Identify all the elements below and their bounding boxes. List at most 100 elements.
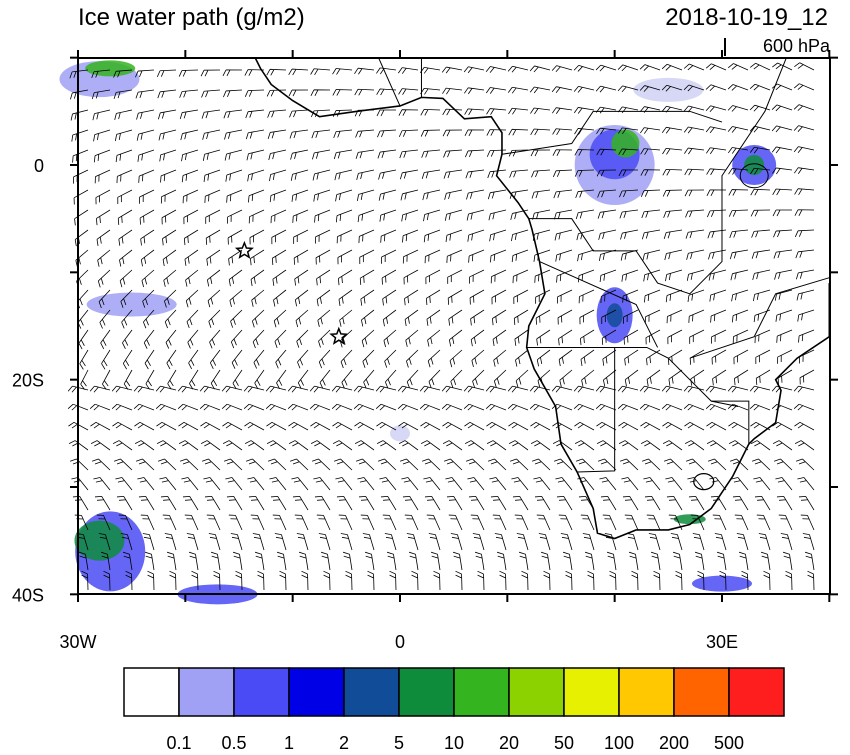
wind-barb [361, 329, 375, 348]
wind-barb [785, 570, 793, 591]
barb-shaft [705, 84, 727, 92]
barb-shaft [317, 309, 331, 327]
barb-shaft [556, 269, 573, 283]
barb-shaft [252, 329, 265, 349]
barb-shaft [191, 570, 199, 591]
barb-shaft [116, 495, 133, 511]
wind-barb [446, 495, 463, 511]
barb-shaft [536, 514, 551, 531]
wind-barb [354, 421, 375, 431]
barb-shaft [775, 477, 793, 491]
wind-barb [222, 440, 243, 451]
barb-shaft [772, 421, 793, 431]
barb-shaft [250, 514, 265, 531]
wind-barb [515, 349, 529, 367]
barb-shaft [101, 349, 111, 370]
barb-shaft [230, 329, 243, 349]
wind-barb [361, 309, 375, 327]
wind-barb [771, 403, 793, 411]
wind-barb [353, 385, 375, 393]
barb-shaft [221, 385, 243, 393]
wind-barb [257, 570, 265, 591]
wind-barb [551, 86, 573, 94]
wind-barb [311, 458, 331, 471]
barb-shaft [320, 551, 331, 571]
wind-barb [200, 421, 221, 431]
barb-shaft [486, 149, 507, 157]
wind-barb [246, 149, 265, 161]
barb-shaft [763, 570, 771, 591]
wind-barb [267, 109, 287, 118]
colorbar-box [453, 667, 510, 717]
wind-barb [183, 229, 199, 246]
wind-barb [642, 249, 661, 261]
wind-barb [405, 329, 419, 347]
wind-barb [619, 189, 639, 198]
wind-barb [224, 129, 243, 140]
barb-shaft [270, 495, 287, 511]
wind-barb [455, 570, 463, 591]
barb-shaft [318, 329, 331, 348]
barb-shaft [485, 66, 507, 73]
wind-barb [734, 514, 749, 531]
wind-barb [378, 169, 397, 180]
barb-shaft [686, 249, 705, 260]
wind-barb [204, 495, 221, 511]
wind-barb [553, 458, 573, 471]
wind-barb [356, 189, 375, 202]
barb-shaft [736, 533, 749, 551]
wind-barb [333, 149, 353, 160]
barb-shaft [639, 64, 661, 71]
barb-shaft [382, 514, 397, 531]
barb-shaft [271, 249, 287, 265]
wind-barb [558, 349, 573, 367]
colorbar-label: 0.5 [221, 733, 246, 750]
barb-shaft [157, 109, 177, 120]
wind-barb [650, 551, 661, 571]
wind-barb [773, 229, 793, 238]
wind-barb [509, 169, 529, 178]
barb-shaft [69, 458, 89, 471]
barb-shaft [112, 421, 133, 431]
barb-shaft [771, 104, 793, 112]
wind-barb [661, 126, 683, 134]
wind-barb [728, 189, 749, 196]
barb-shaft [100, 551, 111, 571]
wind-barb [772, 421, 793, 431]
barb-shaft [186, 309, 199, 329]
barb-shaft [144, 349, 155, 370]
barb-shaft [335, 477, 353, 491]
barb-shaft [333, 129, 353, 139]
barb-shaft [93, 149, 111, 163]
wind-barb [507, 86, 529, 94]
barb-shaft [493, 369, 507, 388]
barb-shaft [780, 533, 793, 551]
barb-shaft [620, 229, 639, 240]
barb-shaft [160, 169, 177, 183]
wind-barb [667, 349, 683, 366]
wind-barb [802, 533, 815, 551]
wind-barb [536, 514, 551, 531]
barb-shaft [486, 421, 507, 431]
barb-shaft [91, 458, 111, 471]
barb-shaft [467, 477, 485, 491]
barb-shaft [754, 495, 771, 511]
map-area [59, 50, 838, 605]
barb-shaft [73, 169, 89, 184]
wind-barb [210, 551, 221, 571]
wind-barb [529, 65, 551, 73]
wind-barb [621, 477, 639, 491]
wind-barb [95, 189, 111, 205]
barb-shaft [751, 249, 771, 259]
wind-barb [646, 369, 661, 387]
barb-shaft [296, 533, 309, 551]
wind-barb [276, 551, 287, 571]
barb-shaft [467, 229, 485, 242]
barb-shaft [507, 65, 529, 73]
barb-shaft [738, 551, 749, 571]
wind-barb [661, 84, 683, 92]
barb-shaft [158, 129, 177, 141]
wind-barb [310, 421, 331, 431]
barb-shaft [662, 189, 683, 197]
barb-shaft [443, 458, 463, 471]
